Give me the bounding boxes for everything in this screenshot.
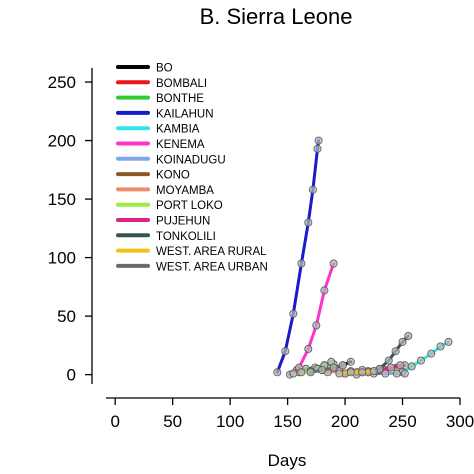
data-point (312, 321, 321, 330)
legend-item: MOYAMBA (116, 185, 214, 197)
x-tick-label: 200 (331, 412, 359, 431)
x-tick-label: 0 (110, 412, 119, 431)
data-point (416, 356, 425, 365)
data-point (427, 349, 436, 358)
series-west-area-rural (335, 367, 378, 378)
data-point (444, 337, 453, 346)
y-tick-label: 250 (48, 73, 76, 92)
series-line (288, 262, 336, 377)
legend-item: KOINADUGU (116, 154, 226, 166)
legend-label: KAMBIA (156, 124, 200, 136)
legend-item: WEST. AREA RURAL (116, 246, 267, 258)
legend-item: KONO (116, 170, 190, 182)
x-tick-label: 100 (216, 412, 244, 431)
data-point (396, 361, 405, 370)
legend-label: TONKOLILI (156, 231, 216, 243)
legend-label: BONTHE (156, 93, 204, 105)
data-point (386, 363, 395, 372)
legend-label: BOMBALI (156, 78, 207, 90)
legend-label: KONO (156, 170, 190, 182)
legend-label: KENEMA (156, 139, 205, 151)
legend-item: BOMBALI (116, 78, 207, 90)
data-point (335, 369, 344, 378)
chart-title: B. Sierra Leone (200, 4, 353, 29)
series-layer (273, 136, 453, 379)
data-point (297, 259, 306, 268)
axis-ticks: 0 50 100 150 200 250 300 0 50 100 150 200 250 (48, 73, 474, 431)
data-point (304, 344, 313, 353)
data-point (289, 309, 298, 318)
y-tick-label: 0 (67, 366, 76, 385)
legend: BO BOMBALI BONTHE KAILAHUN KAMBIA KENEMA KOINA… (116, 63, 268, 273)
data-point (329, 259, 338, 268)
legend-item: BO (116, 63, 173, 75)
data-point (306, 368, 315, 377)
data-point (436, 342, 445, 351)
x-tick-label: 50 (163, 412, 182, 431)
x-axis-label: Days (268, 451, 307, 470)
data-point (392, 369, 401, 378)
data-point (398, 337, 407, 346)
series-kenema (285, 259, 338, 379)
series-west-area-urban (306, 361, 347, 377)
y-tick-label: 150 (48, 190, 76, 209)
data-point (304, 218, 313, 227)
data-point (391, 347, 400, 356)
series-kambia (398, 337, 453, 377)
series-line (275, 139, 321, 374)
legend-item: BONTHE (116, 93, 204, 105)
data-point (313, 144, 322, 153)
x-tick-label: 150 (273, 412, 301, 431)
data-point (273, 368, 282, 377)
data-point (297, 368, 306, 377)
data-point (346, 368, 355, 377)
data-point (407, 362, 416, 371)
legend-item: PORT LOKO (116, 200, 223, 212)
legend-item: PUJEHUN (116, 216, 210, 228)
data-point (318, 365, 327, 374)
data-point (369, 367, 378, 376)
data-point (346, 357, 355, 366)
legend-label: WEST. AREA RURAL (156, 246, 267, 258)
series-line (337, 369, 376, 375)
data-point (281, 347, 290, 356)
x-tick-label: 300 (446, 412, 474, 431)
legend-label: PUJEHUN (156, 216, 210, 228)
legend-label: PORT LOKO (156, 200, 223, 212)
data-point (320, 286, 329, 295)
data-point (289, 369, 298, 378)
x-tick-label: 250 (388, 412, 416, 431)
legend-item: KENEMA (116, 139, 205, 151)
y-tick-label: 100 (48, 249, 76, 268)
legend-item: WEST. AREA URBAN (116, 261, 268, 273)
legend-item: KAMBIA (116, 124, 200, 136)
series-line (309, 363, 345, 374)
legend-item: TONKOLILI (116, 231, 216, 243)
legend-label: KOINADUGU (156, 154, 226, 166)
y-tick-label: 50 (57, 307, 76, 326)
legend-label: WEST. AREA URBAN (156, 261, 268, 273)
data-point (404, 331, 413, 340)
series-kailahun (273, 136, 323, 377)
data-point (358, 368, 367, 377)
legend-label: MOYAMBA (156, 185, 214, 197)
y-tick-label: 200 (48, 132, 76, 151)
data-point (308, 185, 317, 194)
data-point (384, 356, 393, 365)
legend-label: BO (156, 63, 173, 75)
legend-item: KAILAHUN (116, 108, 214, 120)
data-point (329, 363, 338, 372)
data-point (338, 361, 347, 370)
data-point (314, 136, 323, 145)
legend-label: KAILAHUN (156, 108, 214, 120)
data-point (400, 369, 409, 378)
